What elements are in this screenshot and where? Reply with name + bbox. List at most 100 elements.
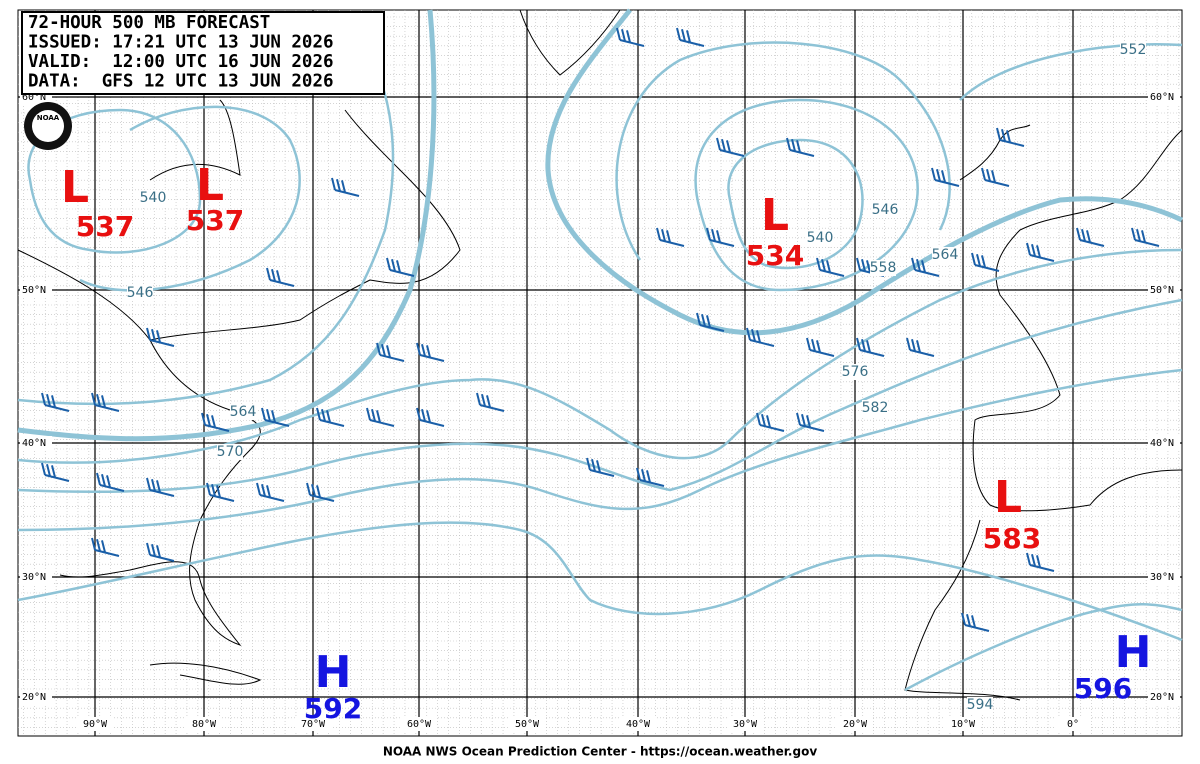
barb-flag [806,337,811,351]
barb-flag [751,328,756,342]
barb-flag [786,137,791,151]
barb-flag [1031,243,1036,257]
wind-barbs [41,27,1160,632]
barb-flag [1076,227,1081,241]
barb-flag [986,168,991,182]
contour-label-bg [140,190,166,206]
contour-label-bg [217,444,243,460]
barb-flag [266,485,271,498]
barb-flag [811,338,816,352]
barb-flag [326,410,331,423]
barb-flag [906,337,911,351]
lon-label-box [77,717,113,731]
center-letter: L [196,160,224,211]
barb-flag [826,260,831,273]
barb-flag [1001,128,1006,142]
barb-flag [386,257,391,271]
barb-flag [1031,553,1036,567]
center-letter: L [61,162,89,213]
lon-label: 70°W [301,719,326,730]
barb-flag [146,477,151,491]
barb-flag [636,467,641,481]
barb-flag [646,470,651,483]
lon-label: 30°W [733,719,758,730]
logo-text: NOAA [37,114,60,122]
barb-flag [591,458,596,472]
header-line: VALID: 12:00 UTC 16 JUN 2026 [28,52,334,72]
barb-flag [306,482,311,496]
barb-flag [596,460,601,473]
barb-flag [91,392,96,406]
barb-flag [716,230,721,243]
barb-flag [801,413,806,427]
lat-label-box [20,436,52,450]
contour-label: 546 [872,202,899,218]
lon-label-box [945,717,981,731]
map-frame [17,9,1183,737]
barb-flag [421,343,426,357]
barb-flag [426,345,431,358]
barb-flag [91,537,96,551]
barb-flag [426,410,431,423]
barb-flag [271,410,276,423]
barb-flag [981,167,986,181]
barb-flag [866,340,871,353]
barb-flag [331,177,336,191]
barb-flag [676,27,681,41]
barb-flag [481,393,486,407]
lon-label-box [401,717,437,731]
contour-label: 540 [807,230,834,246]
barb-flag [821,258,826,272]
header-box [21,11,385,95]
barb-flag [921,260,926,273]
barb-flag [626,30,631,43]
lon-label-box [295,717,331,731]
lon-label-box [620,717,656,731]
center-value: 537 [76,210,134,243]
barb-flag [806,415,811,428]
barb-flag [106,475,111,488]
barb-flag [1141,230,1146,243]
lon-label: 0° [1067,719,1079,730]
contour-label-bg [932,247,958,263]
barb-flag [96,393,101,407]
barb-flag [41,392,46,406]
lon-label: 40°W [626,719,651,730]
barb-flag [746,327,751,341]
barb-flag [791,138,796,152]
lon-label: 80°W [192,719,217,730]
barb-flag [146,327,151,341]
barb-flag [156,330,161,343]
lat-label-box [1148,283,1180,297]
center-letter: H [1115,627,1152,678]
barb-flag [991,170,996,183]
barb-flag [51,395,56,408]
lat-label: 50°N [22,285,46,296]
center-value: 537 [186,204,244,237]
barb-flag [316,485,321,498]
lat-label-box [20,570,52,584]
barb-flag [146,542,151,556]
contour-label-bg [127,285,153,301]
barb-flag [996,127,1001,141]
center-value: 534 [746,239,804,272]
lon-label: 50°W [515,719,540,730]
header-line: 72-HOUR 500 MB FORECAST [28,13,270,33]
barb-flag [261,407,266,421]
contour-label: 552 [1120,42,1147,58]
lon-label: 60°W [407,719,432,730]
barb-flag [486,395,491,408]
lon-label-box [186,717,222,731]
barb-flag [931,167,936,181]
barb-flag [386,345,391,358]
contour-label-bg [870,260,896,276]
barb-flag [336,178,341,192]
barb-flag [271,268,276,282]
contour-label: 582 [862,400,889,416]
center-letter: L [761,190,789,241]
lat-label: 60°N [22,92,46,103]
barb-flag [101,540,106,553]
logo-inner [32,110,64,142]
barb-flag [476,392,481,406]
